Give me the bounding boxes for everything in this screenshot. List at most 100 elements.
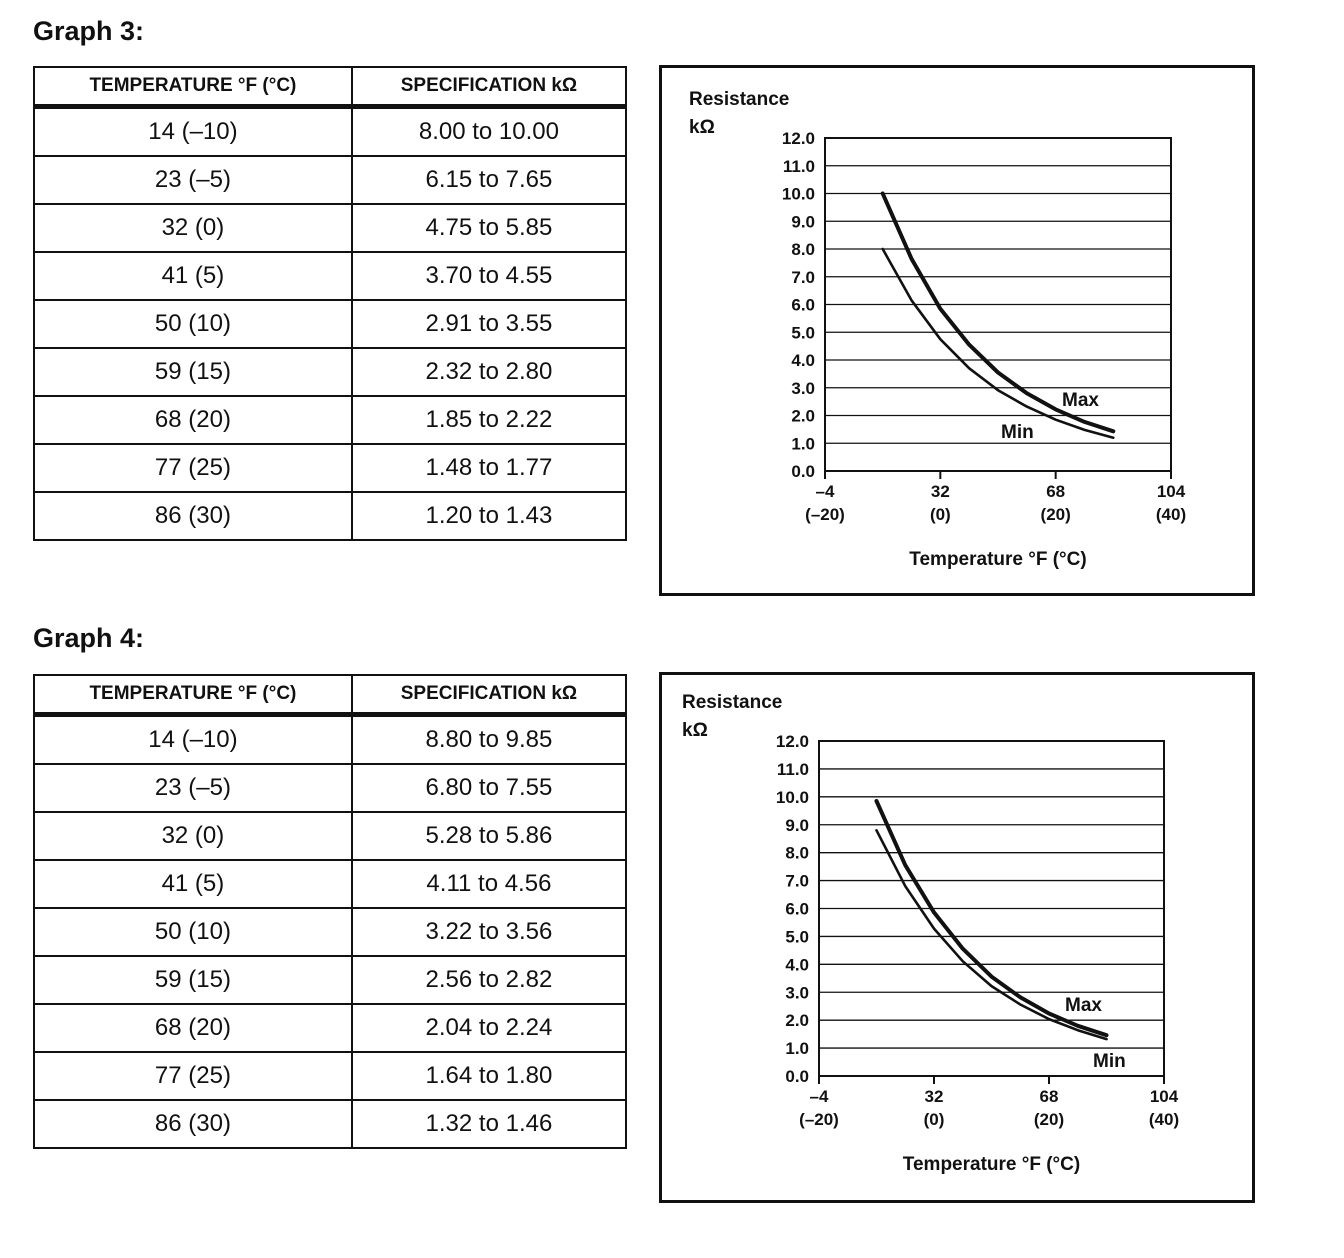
specification-cell: 3.70 to 4.55 bbox=[350, 251, 628, 301]
graph-3-chart-svg: Resistance kΩ 0.0 1.0 2.0 3.0 4.0 5.0 6.0 7.0 8.0 9… bbox=[689, 89, 1186, 570]
y-axis-unit: kΩ bbox=[682, 720, 708, 741]
graph-4-chart: Resistance kΩ 0.0 1.0 2.0 3.0 4.0 5.0 6.0 7.0 8.0 9… bbox=[659, 672, 1255, 1203]
y-tick-label: 11.0 bbox=[783, 157, 815, 176]
table-row: 77 (25) 1.48 to 1.77 bbox=[33, 443, 628, 493]
temperature-cell: 59 (15) bbox=[33, 347, 353, 397]
specification-cell: 1.85 to 2.22 bbox=[350, 395, 628, 445]
specification-cell: 1.48 to 1.77 bbox=[350, 443, 628, 493]
x-axis-title: Temperature °F (°C) bbox=[909, 549, 1086, 570]
graph-4-chart-svg: Resistance kΩ 0.0 1.0 2.0 3.0 4.0 5.0 6.0 7.0 8.0 9… bbox=[682, 692, 1179, 1175]
temperature-cell: 68 (20) bbox=[33, 1003, 353, 1053]
y-tick-label: 8.0 bbox=[791, 240, 815, 259]
y-tick-label: 8.0 bbox=[785, 844, 809, 863]
specification-cell: 4.11 to 4.56 bbox=[350, 859, 628, 909]
x-tick-sublabel: (40) bbox=[1149, 1110, 1179, 1129]
y-tick-label: 0.0 bbox=[791, 462, 815, 481]
plot-frame bbox=[818, 740, 1165, 1077]
table-row: 50 (10) 3.22 to 3.56 bbox=[33, 907, 628, 957]
temperature-cell: 23 (–5) bbox=[33, 155, 353, 205]
y-tick-label: 7.0 bbox=[785, 872, 809, 891]
graph-4-spec-table: TEMPERATURE °F (°C) SPECIFICATION kΩ 14 … bbox=[33, 674, 628, 1149]
y-tick-label: 6.0 bbox=[791, 296, 815, 315]
x-tick-label: 32 bbox=[925, 1087, 944, 1106]
x-tick-sublabel: (40) bbox=[1156, 505, 1186, 524]
x-tick-label: 104 bbox=[1157, 482, 1186, 501]
table-row: 41 (5) 4.11 to 4.56 bbox=[33, 859, 628, 909]
specification-cell: 2.91 to 3.55 bbox=[350, 299, 628, 349]
temperature-cell: 32 (0) bbox=[33, 203, 353, 253]
table-row: 32 (0) 5.28 to 5.86 bbox=[33, 811, 628, 861]
specification-cell: 6.80 to 7.55 bbox=[350, 763, 628, 813]
specification-cell: 2.32 to 2.80 bbox=[350, 347, 628, 397]
x-tick-sublabel: (20) bbox=[1041, 505, 1071, 524]
temperature-cell: 86 (30) bbox=[33, 491, 353, 541]
y-axis-unit: kΩ bbox=[689, 117, 715, 138]
specification-cell: 2.56 to 2.82 bbox=[350, 955, 628, 1005]
temperature-header: TEMPERATURE °F (°C) bbox=[33, 66, 353, 109]
table-row: 86 (30) 1.20 to 1.43 bbox=[33, 491, 628, 541]
y-tick-label: 4.0 bbox=[791, 351, 815, 370]
y-tick-label: 9.0 bbox=[791, 212, 815, 231]
x-tick-sublabel: (20) bbox=[1034, 1110, 1064, 1129]
y-tick-label: 0.0 bbox=[785, 1067, 809, 1086]
table-row: 50 (10) 2.91 to 3.55 bbox=[33, 299, 628, 349]
y-tick-label: 5.0 bbox=[785, 927, 809, 946]
series-label-max: Max bbox=[1065, 995, 1102, 1016]
x-tick-label: 104 bbox=[1150, 1087, 1179, 1106]
y-tick-label: 5.0 bbox=[791, 323, 815, 342]
specification-cell: 3.22 to 3.56 bbox=[350, 907, 628, 957]
specification-header: SPECIFICATION kΩ bbox=[350, 674, 628, 717]
table-row: 32 (0) 4.75 to 5.85 bbox=[33, 203, 628, 253]
x-tick-sublabel: (0) bbox=[930, 505, 951, 524]
temperature-cell: 41 (5) bbox=[33, 859, 353, 909]
specification-cell: 1.64 to 1.80 bbox=[350, 1051, 628, 1101]
table-row: 68 (20) 2.04 to 2.24 bbox=[33, 1003, 628, 1053]
temperature-cell: 14 (–10) bbox=[33, 713, 353, 765]
y-tick-label: 1.0 bbox=[785, 1039, 809, 1058]
temperature-cell: 41 (5) bbox=[33, 251, 353, 301]
table-row: 23 (–5) 6.15 to 7.65 bbox=[33, 155, 628, 205]
table-row: 59 (15) 2.32 to 2.80 bbox=[33, 347, 628, 397]
specification-cell: 6.15 to 7.65 bbox=[350, 155, 628, 205]
temperature-cell: 68 (20) bbox=[33, 395, 353, 445]
x-tick-sublabel: (–20) bbox=[805, 505, 845, 524]
table-row: 77 (25) 1.64 to 1.80 bbox=[33, 1051, 628, 1101]
table-row: 68 (20) 1.85 to 2.22 bbox=[33, 395, 628, 445]
temperature-cell: 86 (30) bbox=[33, 1099, 353, 1149]
graph-4-heading: Graph 4: bbox=[33, 623, 145, 653]
temperature-cell: 14 (–10) bbox=[33, 105, 353, 157]
temperature-cell: 32 (0) bbox=[33, 811, 353, 861]
y-tick-label: 3.0 bbox=[785, 983, 809, 1002]
graph-4-section: Graph 4: TEMPERATURE °F (°C) SPECIFICATI… bbox=[0, 608, 1344, 1208]
plot-frame bbox=[824, 137, 1172, 472]
x-tick-label: 32 bbox=[931, 482, 950, 501]
y-tick-label: 9.0 bbox=[785, 816, 809, 835]
x-tick-label: –4 bbox=[816, 482, 835, 501]
table-row: 59 (15) 2.56 to 2.82 bbox=[33, 955, 628, 1005]
y-tick-label: 4.0 bbox=[785, 955, 809, 974]
y-tick-label: 2.0 bbox=[791, 407, 815, 426]
x-tick-label: 68 bbox=[1040, 1087, 1059, 1106]
table-row: 14 (–10) 8.80 to 9.85 bbox=[33, 713, 628, 765]
table-row: 23 (–5) 6.80 to 7.55 bbox=[33, 763, 628, 813]
graph-3-spec-table: TEMPERATURE °F (°C) SPECIFICATION kΩ 14 … bbox=[33, 66, 628, 541]
y-axis-title: Resistance bbox=[682, 692, 782, 713]
series-label-min: Min bbox=[1001, 422, 1034, 443]
y-tick-label: 12.0 bbox=[782, 129, 815, 148]
y-tick-label: 1.0 bbox=[791, 434, 815, 453]
specification-cell: 8.00 to 10.00 bbox=[350, 105, 628, 157]
temperature-header: TEMPERATURE °F (°C) bbox=[33, 674, 353, 717]
y-tick-label: 12.0 bbox=[776, 732, 809, 751]
series-label-min: Min bbox=[1093, 1051, 1126, 1072]
temperature-cell: 77 (25) bbox=[33, 443, 353, 493]
series-label-max: Max bbox=[1062, 390, 1099, 411]
graph-3-section: Graph 3: TEMPERATURE °F (°C) SPECIFICATI… bbox=[0, 0, 1344, 600]
specification-header: SPECIFICATION kΩ bbox=[350, 66, 628, 109]
y-tick-label: 11.0 bbox=[777, 760, 809, 779]
temperature-cell: 77 (25) bbox=[33, 1051, 353, 1101]
y-tick-label: 10.0 bbox=[782, 185, 815, 204]
table-row: 14 (–10) 8.00 to 10.00 bbox=[33, 105, 628, 157]
y-axis-title: Resistance bbox=[689, 89, 789, 110]
y-tick-label: 6.0 bbox=[785, 900, 809, 919]
y-tick-label: 10.0 bbox=[776, 788, 809, 807]
